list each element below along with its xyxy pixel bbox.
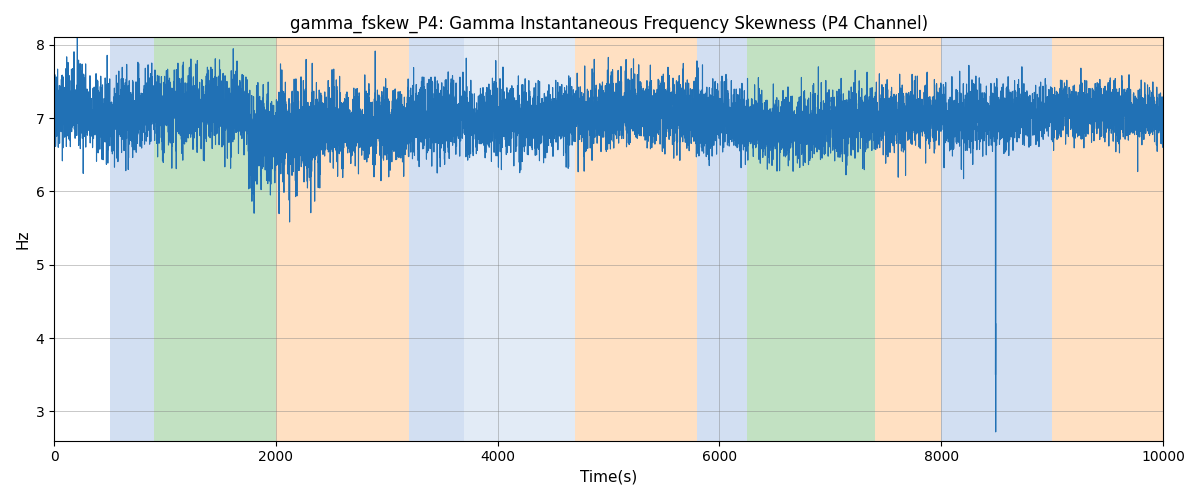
Bar: [697, 38, 748, 440]
Bar: [1052, 38, 1163, 440]
Title: gamma_fskew_P4: Gamma Instantaneous Frequency Skewness (P4 Channel): gamma_fskew_P4: Gamma Instantaneous Freq…: [289, 15, 928, 34]
Bar: [941, 38, 1052, 440]
X-axis label: Time(s): Time(s): [580, 470, 637, 485]
Bar: [276, 38, 409, 440]
Bar: [464, 38, 575, 440]
Bar: [748, 38, 875, 440]
Bar: [409, 38, 464, 440]
Bar: [575, 38, 697, 440]
Bar: [875, 38, 941, 440]
Bar: [109, 38, 154, 440]
Y-axis label: Hz: Hz: [16, 230, 30, 249]
Bar: [154, 38, 276, 440]
